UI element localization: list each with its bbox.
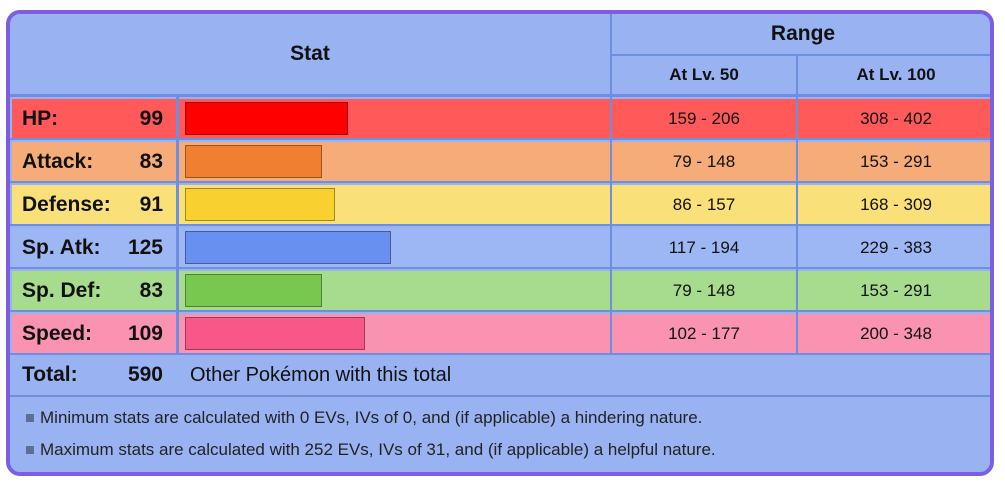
stat-bar <box>185 102 348 135</box>
stat-value: 83 <box>139 149 163 173</box>
stat-value: 91 <box>139 192 163 216</box>
stat-row: HP: 99 159 - 206 308 - 402 <box>10 97 990 140</box>
stat-bar <box>185 317 365 350</box>
note-text: Maximum stats are calculated with 252 EV… <box>40 440 716 459</box>
stat-value: 109 <box>127 321 163 345</box>
range-lv100: 308 - 402 <box>860 108 932 128</box>
stat-name: Defense: <box>22 192 111 216</box>
stat-bar <box>185 145 322 178</box>
other-pokemon-link[interactable]: Other Pokémon with this total <box>190 363 452 386</box>
range-lv100: 153 - 291 <box>860 151 932 171</box>
stat-row: Defense: 91 86 - 157 168 - 309 <box>10 183 990 226</box>
grid-line <box>176 140 179 183</box>
range-header: Range <box>770 22 836 45</box>
lv100-header: At Lv. 100 <box>856 65 936 84</box>
stat-name: HP: <box>22 106 59 130</box>
range-lv50: 79 - 148 <box>672 280 736 300</box>
stat-name: Sp. Def: <box>22 278 102 302</box>
grid-line <box>176 97 179 140</box>
range-lv50: 117 - 194 <box>668 237 740 257</box>
bullet-icon <box>26 414 34 422</box>
stat-row: Speed: 109 102 - 177 200 - 348 <box>10 312 990 355</box>
grid-line <box>612 54 990 56</box>
stat-value: 99 <box>139 106 163 130</box>
stat-name: Sp. Atk: <box>22 235 101 259</box>
stat-row-background <box>12 99 990 138</box>
note-minimum: Minimum stats are calculated with 0 EVs,… <box>26 407 702 429</box>
stat-row: Sp. Def: 83 79 - 148 153 - 291 <box>10 269 990 312</box>
stat-row-background <box>12 271 990 310</box>
range-lv50: 102 - 177 <box>668 323 740 343</box>
range-lv100: 200 - 348 <box>860 323 932 343</box>
stat-value: 125 <box>127 235 163 259</box>
total-value: 590 <box>127 363 163 386</box>
note-maximum: Maximum stats are calculated with 252 EV… <box>26 439 716 461</box>
stat-name: Attack: <box>22 149 94 173</box>
grid-line <box>10 181 990 183</box>
grid-line <box>610 14 612 355</box>
grid-line <box>10 138 990 140</box>
stat-name: Speed: <box>22 321 93 345</box>
stat-header: Stat <box>290 42 330 65</box>
stat-value: 83 <box>139 278 163 302</box>
lv50-header: At Lv. 50 <box>669 65 739 84</box>
grid-line <box>176 312 179 355</box>
base-stats-table: Stat Range At Lv. 50 At Lv. 100 HP: 99 159… <box>6 10 994 476</box>
bullet-icon <box>26 446 34 454</box>
stat-bar <box>185 274 322 307</box>
range-lv100: 229 - 383 <box>860 237 932 257</box>
stat-row-background <box>12 228 990 267</box>
grid-line <box>10 310 990 312</box>
range-lv50: 159 - 206 <box>668 108 740 128</box>
grid-line <box>10 224 990 226</box>
stat-row-background <box>12 185 990 224</box>
stat-row-background <box>12 314 990 353</box>
range-lv100: 153 - 291 <box>860 280 932 300</box>
grid-line <box>176 226 179 269</box>
grid-line <box>796 56 798 355</box>
stat-row: Attack: 83 79 - 148 153 - 291 <box>10 140 990 183</box>
grid-line <box>10 395 990 397</box>
range-lv100: 168 - 309 <box>860 194 932 214</box>
stat-row: Sp. Atk: 125 117 - 194 229 - 383 <box>10 226 990 269</box>
grid-line <box>176 183 179 226</box>
grid-line <box>176 269 179 312</box>
grid-line <box>10 94 990 97</box>
stat-row-background <box>12 142 990 181</box>
stat-bar <box>185 188 335 221</box>
range-lv50: 79 - 148 <box>672 151 736 171</box>
range-lv50: 86 - 157 <box>672 194 736 214</box>
note-text: Minimum stats are calculated with 0 EVs,… <box>40 408 703 427</box>
stat-bar <box>185 231 391 264</box>
grid-line <box>10 267 990 269</box>
total-label: Total: <box>22 363 78 386</box>
grid-line <box>10 353 990 355</box>
